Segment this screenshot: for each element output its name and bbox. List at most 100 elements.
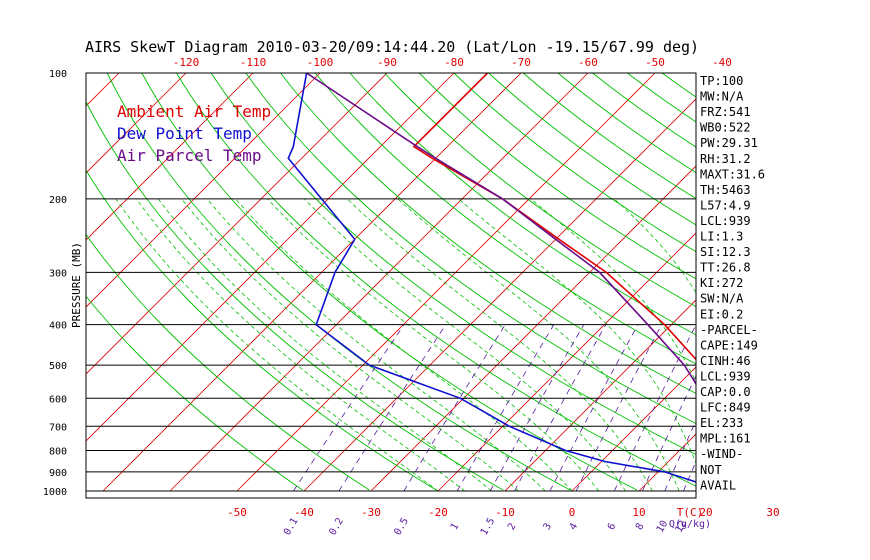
index-label: MPL:161 [700,432,751,446]
index-label: -PARCEL- [700,323,758,337]
dry-adiabat-line [349,73,696,336]
index-label: CINH:46 [700,354,751,368]
top-temp-tick-label: -90 [377,56,397,69]
isotherm-line [840,73,870,491]
mixing-ratio-tick-label: 0.2 [327,516,346,537]
index-label: LCL:939 [700,369,751,383]
mixing-ratio-tick-label: 12 [674,519,690,535]
pressure-tick-label: 300 [49,268,67,279]
pressure-tick-labels: 100 200 300 400 500 600 700 800 900 1000 [43,69,67,498]
bottom-temp-tick-label: 30 [766,506,779,519]
moist-adiabat-line [397,198,680,492]
mixing-ratio-unit: Q(g/kg) [669,519,711,530]
dry-adiabat-line [801,73,870,490]
isotherm-line [370,165,696,492]
mixing-ratio-tick-label: 3 [542,521,555,532]
index-label: TP:100 [700,74,743,88]
dry-adiabat-line [141,73,638,491]
moist-adiabat-line [235,198,573,492]
dry-adiabat-line [314,73,696,365]
isotherm-line [773,73,870,491]
mixing-ratio-tick-label: 6 [606,521,619,532]
isotherm-line [86,73,254,241]
mixing-ratio-line [489,324,585,492]
isotherm-line [504,299,696,492]
index-label: MW:N/A [700,90,744,104]
isotherm-line [236,73,656,492]
dry-adiabat-line [86,100,504,491]
moist-adiabat-line [157,198,492,492]
mixing-ratio-line [456,324,555,492]
pressure-tick-label: 600 [49,394,67,405]
dry-adiabat-line [86,233,370,491]
index-label: L57:4.9 [700,198,751,212]
dry-adiabat-line [176,73,696,487]
dry-adiabat-line [245,73,696,425]
dry-adiabat-line [106,73,571,491]
mixing-ratio-line [575,324,662,492]
pressure-tick-label: 500 [49,361,67,372]
index-label: AVAIL [700,478,736,492]
top-temp-tick-label: -70 [511,56,531,69]
bottom-temp-tick-label: -30 [361,506,381,519]
index-label: LI:1.3 [700,230,743,244]
bottom-temp-tick-label: 10 [632,506,645,519]
dry-adiabat-line [418,73,696,280]
isotherm-line [86,73,388,375]
dry-adiabat-line [280,73,696,394]
index-label: EL:233 [700,416,743,430]
mixing-ratio-line [762,325,829,491]
mixing-ratio-tick-label: 2 [506,521,519,532]
mixing-ratio-tick-label: 4 [568,521,581,532]
index-label: NOT [700,463,722,477]
moist-adiabat-line [206,198,546,492]
mixing-ratio-tick-labels: 0.1 0.2 0.5 1 1.5 2 3 4 6 8 10 12Q(g/kg) [282,516,711,537]
index-label: FRZ:541 [700,105,751,119]
bottom-temp-tick-label: -50 [227,506,247,519]
dry-adiabat-line [453,73,696,253]
index-label: CAP:0.0 [700,385,751,399]
isotherm-line [86,73,455,442]
moist-adiabat-line [613,198,696,294]
pressure-tick-label: 700 [49,422,67,433]
profile-line [287,73,696,484]
index-label: CAPE:149 [700,338,758,352]
pressure-tick-label: 900 [49,468,67,479]
top-temp-tick-label: -100 [307,56,334,69]
mixing-ratio-tick-label: 0.1 [282,516,301,537]
index-label: SW:N/A [700,292,744,306]
index-label: PW:29.31 [700,136,758,150]
moist-adiabat-line [774,199,813,491]
dry-adiabat-line [557,73,696,174]
top-temperature-tick-labels: -120 -110 -100 -90 -80 -70 -60 -50 -40 [173,56,732,69]
sounding-profiles [287,73,696,484]
top-temp-tick-label: -40 [712,56,732,69]
profile-line [412,73,696,361]
index-label: LCL:939 [700,214,751,228]
pressure-tick-label: 1000 [43,487,67,498]
isobar-lines [86,198,696,492]
mixing-ratio-line [815,325,870,491]
plot-frame [85,72,697,499]
moist-adiabat-line [530,198,696,383]
pressure-tick-label: 800 [49,446,67,457]
dry-adiabat-line [210,73,696,455]
dry-adiabat-line [592,73,696,148]
index-label: EI:0.2 [700,307,743,321]
dry-adiabat-line [384,73,696,308]
isotherm-line [86,73,187,174]
moist-adiabat-line [304,198,626,492]
bottom-temp-tick-label: -10 [495,506,515,519]
legend-entry: Dew Point Temp [117,124,252,143]
index-label: SI:12.3 [700,245,751,259]
mixing-ratio-tick-label: 1.5 [479,516,498,537]
bottom-temp-tick-label: -40 [294,506,314,519]
top-temp-tick-label: -110 [240,56,267,69]
bottom-temp-tick-label: 20 [699,506,712,519]
dry-adiabat-line [488,73,696,226]
index-label: TH:5463 [700,183,751,197]
mixing-ratio-tick-label: 8 [634,521,647,532]
index-label: RH:31.2 [700,152,751,166]
index-label: TT:26.8 [700,261,751,275]
isotherm-line [303,98,696,492]
